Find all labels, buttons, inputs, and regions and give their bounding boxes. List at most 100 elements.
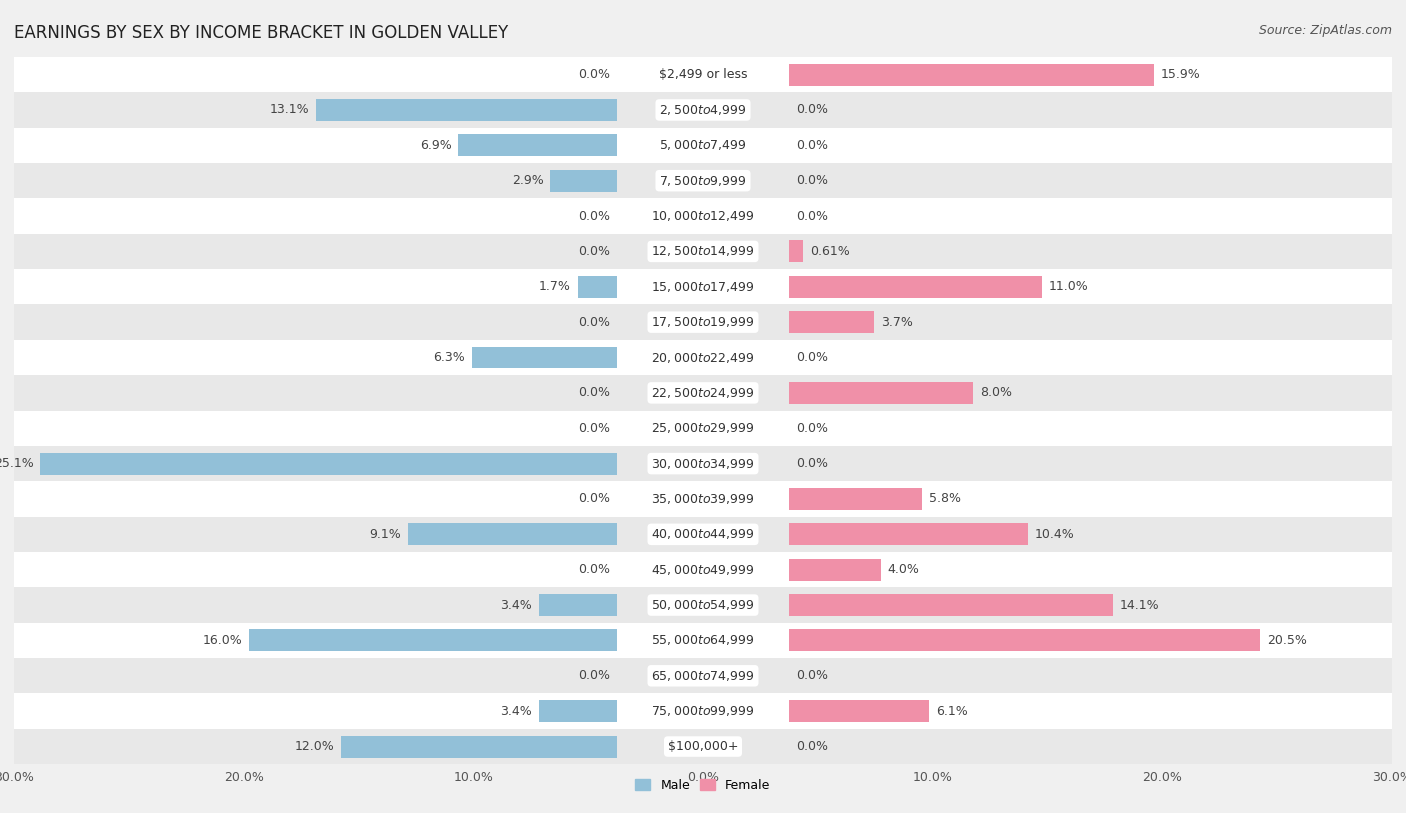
Text: 0.0%: 0.0%	[796, 457, 828, 470]
Text: 12.0%: 12.0%	[295, 740, 335, 753]
Bar	[789, 524, 1028, 546]
Bar	[342, 736, 617, 758]
Text: 4.0%: 4.0%	[887, 563, 920, 576]
Bar	[14, 57, 1392, 92]
Bar	[14, 411, 1392, 446]
Bar	[789, 629, 1260, 651]
Text: 0.0%: 0.0%	[796, 210, 828, 223]
Bar	[789, 559, 882, 580]
Bar	[789, 594, 1114, 616]
Bar	[408, 524, 617, 546]
Bar	[14, 92, 1392, 128]
Text: 9.1%: 9.1%	[370, 528, 401, 541]
Bar	[14, 693, 1392, 729]
Text: 11.0%: 11.0%	[1049, 280, 1088, 293]
Text: 0.0%: 0.0%	[578, 315, 610, 328]
Text: 3.4%: 3.4%	[501, 705, 531, 718]
Text: 5.8%: 5.8%	[929, 493, 962, 506]
Bar	[14, 269, 1392, 304]
Text: $2,500 to $4,999: $2,500 to $4,999	[659, 103, 747, 117]
Bar	[578, 276, 617, 298]
Text: 0.0%: 0.0%	[796, 422, 828, 435]
Text: 8.0%: 8.0%	[980, 386, 1012, 399]
Bar	[14, 233, 1392, 269]
Text: 10.4%: 10.4%	[1035, 528, 1074, 541]
Text: $7,500 to $9,999: $7,500 to $9,999	[659, 174, 747, 188]
Text: 0.0%: 0.0%	[578, 422, 610, 435]
Text: $40,000 to $44,999: $40,000 to $44,999	[651, 528, 755, 541]
Text: $55,000 to $64,999: $55,000 to $64,999	[651, 633, 755, 647]
Text: $25,000 to $29,999: $25,000 to $29,999	[651, 421, 755, 435]
Text: $2,499 or less: $2,499 or less	[659, 68, 747, 81]
Text: 0.61%: 0.61%	[810, 245, 849, 258]
Text: 1.7%: 1.7%	[538, 280, 571, 293]
Text: $5,000 to $7,499: $5,000 to $7,499	[659, 138, 747, 152]
Text: $12,500 to $14,999: $12,500 to $14,999	[651, 245, 755, 259]
Bar	[789, 63, 1154, 85]
Text: $65,000 to $74,999: $65,000 to $74,999	[651, 669, 755, 683]
Bar	[316, 99, 617, 121]
Text: $10,000 to $12,499: $10,000 to $12,499	[651, 209, 755, 223]
Legend: Male, Female: Male, Female	[630, 774, 776, 797]
Text: 0.0%: 0.0%	[578, 68, 610, 81]
Text: $100,000+: $100,000+	[668, 740, 738, 753]
Text: 0.0%: 0.0%	[578, 493, 610, 506]
Text: $30,000 to $34,999: $30,000 to $34,999	[651, 457, 755, 471]
Bar	[14, 729, 1392, 764]
Text: 14.1%: 14.1%	[1119, 598, 1160, 611]
Bar	[14, 481, 1392, 517]
Text: $75,000 to $99,999: $75,000 to $99,999	[651, 704, 755, 718]
Bar	[14, 587, 1392, 623]
Text: $35,000 to $39,999: $35,000 to $39,999	[651, 492, 755, 506]
Text: 0.0%: 0.0%	[578, 669, 610, 682]
Text: $17,500 to $19,999: $17,500 to $19,999	[651, 315, 755, 329]
Text: 6.9%: 6.9%	[420, 139, 451, 152]
Text: 6.1%: 6.1%	[936, 705, 967, 718]
Bar	[14, 659, 1392, 693]
Text: 0.0%: 0.0%	[796, 174, 828, 187]
Text: 0.0%: 0.0%	[578, 245, 610, 258]
Text: 0.0%: 0.0%	[578, 563, 610, 576]
Bar	[789, 488, 922, 510]
Bar	[14, 128, 1392, 163]
Bar	[14, 375, 1392, 411]
Bar	[789, 276, 1042, 298]
Text: 2.9%: 2.9%	[512, 174, 543, 187]
Text: 0.0%: 0.0%	[796, 351, 828, 364]
Text: 0.0%: 0.0%	[578, 210, 610, 223]
Text: 0.0%: 0.0%	[796, 740, 828, 753]
Text: 3.7%: 3.7%	[882, 315, 912, 328]
Text: 0.0%: 0.0%	[796, 103, 828, 116]
Bar	[14, 304, 1392, 340]
Text: $20,000 to $22,499: $20,000 to $22,499	[651, 350, 755, 364]
Text: $45,000 to $49,999: $45,000 to $49,999	[651, 563, 755, 576]
Bar	[550, 170, 617, 192]
Text: $15,000 to $17,499: $15,000 to $17,499	[651, 280, 755, 293]
Bar	[14, 198, 1392, 233]
Bar	[14, 163, 1392, 198]
Text: 20.5%: 20.5%	[1267, 634, 1306, 647]
Bar	[14, 446, 1392, 481]
Bar	[14, 517, 1392, 552]
Text: 13.1%: 13.1%	[270, 103, 309, 116]
Text: 0.0%: 0.0%	[578, 386, 610, 399]
Bar	[789, 382, 973, 404]
Bar	[14, 340, 1392, 375]
Bar	[789, 241, 803, 263]
Text: 25.1%: 25.1%	[0, 457, 34, 470]
Bar	[538, 594, 617, 616]
Text: 0.0%: 0.0%	[796, 139, 828, 152]
Text: Source: ZipAtlas.com: Source: ZipAtlas.com	[1258, 24, 1392, 37]
Text: 3.4%: 3.4%	[501, 598, 531, 611]
Bar	[458, 134, 617, 156]
Text: $22,500 to $24,999: $22,500 to $24,999	[651, 386, 755, 400]
Text: 6.3%: 6.3%	[433, 351, 465, 364]
Bar	[14, 552, 1392, 587]
Bar	[41, 453, 617, 475]
Bar	[249, 629, 617, 651]
Bar	[789, 700, 929, 722]
Bar	[472, 346, 617, 368]
Text: 0.0%: 0.0%	[796, 669, 828, 682]
Bar	[14, 623, 1392, 658]
Bar	[789, 311, 875, 333]
